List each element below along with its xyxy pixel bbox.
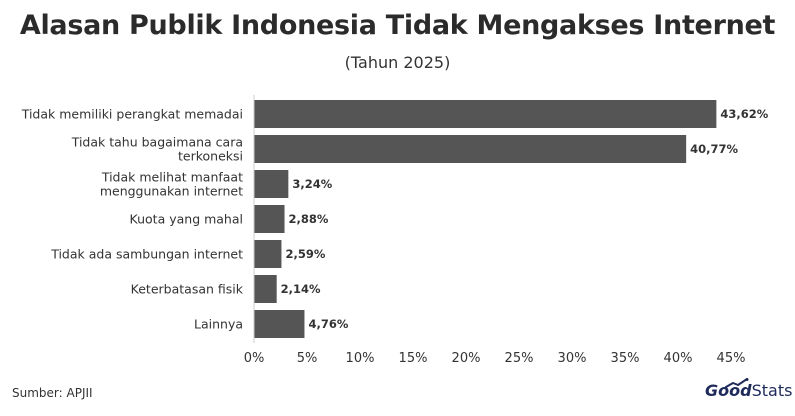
logo-good-text: Good	[705, 381, 752, 400]
value-label-5: 2,14%	[281, 282, 321, 296]
category-label-4-0: Tidak ada sambungan internet	[50, 247, 243, 262]
value-labels-group: 43,62% 40,77% 3,24% 2,88% 2,59% 2,14% 4,76%	[281, 107, 769, 331]
x-tick-label-6: 30%	[558, 351, 587, 366]
logo-stats-text: Stats	[751, 381, 793, 400]
x-tick-label-2: 10%	[346, 351, 375, 366]
bar-4	[254, 240, 282, 268]
category-label-0-0: Tidak memiliki perangkat memadai	[21, 107, 243, 122]
bar-3	[254, 205, 285, 233]
chart-title: Alasan Publik Indonesia Tidak Mengakses …	[19, 10, 776, 41]
source-note: Sumber: APJII	[12, 386, 93, 400]
category-labels-group: Tidak memiliki perangkat memadai Tidak ta…	[21, 107, 244, 332]
value-label-3: 2,88%	[289, 212, 329, 226]
bar-6	[254, 310, 305, 338]
x-tick-label-5: 25%	[505, 351, 534, 366]
category-label-1-0: Tidak tahu bagaimana cara	[71, 135, 243, 150]
bar-2	[254, 170, 289, 198]
logo-chart-icon	[725, 378, 749, 388]
x-tick-label-8: 40%	[664, 351, 693, 366]
x-tick-labels-group: 0% 5% 10% 15% 20% 25% 30% 35% 40% 45%	[244, 351, 746, 366]
category-label-1-1: terkoneksi	[178, 149, 243, 164]
x-tick-label-3: 15%	[399, 351, 428, 366]
value-label-2: 3,24%	[292, 177, 332, 191]
chart-subtitle: (Tahun 2025)	[344, 53, 451, 72]
x-tick-label-4: 20%	[452, 351, 481, 366]
bar-1	[254, 135, 687, 163]
category-label-2-1: menggunakan internet	[100, 184, 243, 199]
bar-0	[254, 100, 717, 128]
x-tick-label-9: 45%	[717, 351, 746, 366]
category-label-3-0: Kuota yang mahal	[130, 212, 243, 227]
category-label-2-0: Tidak melihat manfaat	[101, 170, 243, 185]
x-tick-label-0: 0%	[244, 351, 265, 366]
category-label-6-0: Lainnya	[194, 317, 243, 332]
bar-5	[254, 275, 277, 303]
goodstats-logo[interactable]: GoodStats	[705, 381, 792, 400]
value-label-1: 40,77%	[690, 142, 738, 156]
category-label-5-0: Keterbatasan fisik	[131, 282, 244, 297]
value-label-4: 2,59%	[285, 247, 325, 261]
x-tick-label-1: 5%	[297, 351, 318, 366]
value-label-6: 4,76%	[308, 317, 348, 331]
x-tick-label-7: 35%	[611, 351, 640, 366]
bars-group	[254, 100, 717, 338]
value-label-0: 43,62%	[720, 107, 768, 121]
